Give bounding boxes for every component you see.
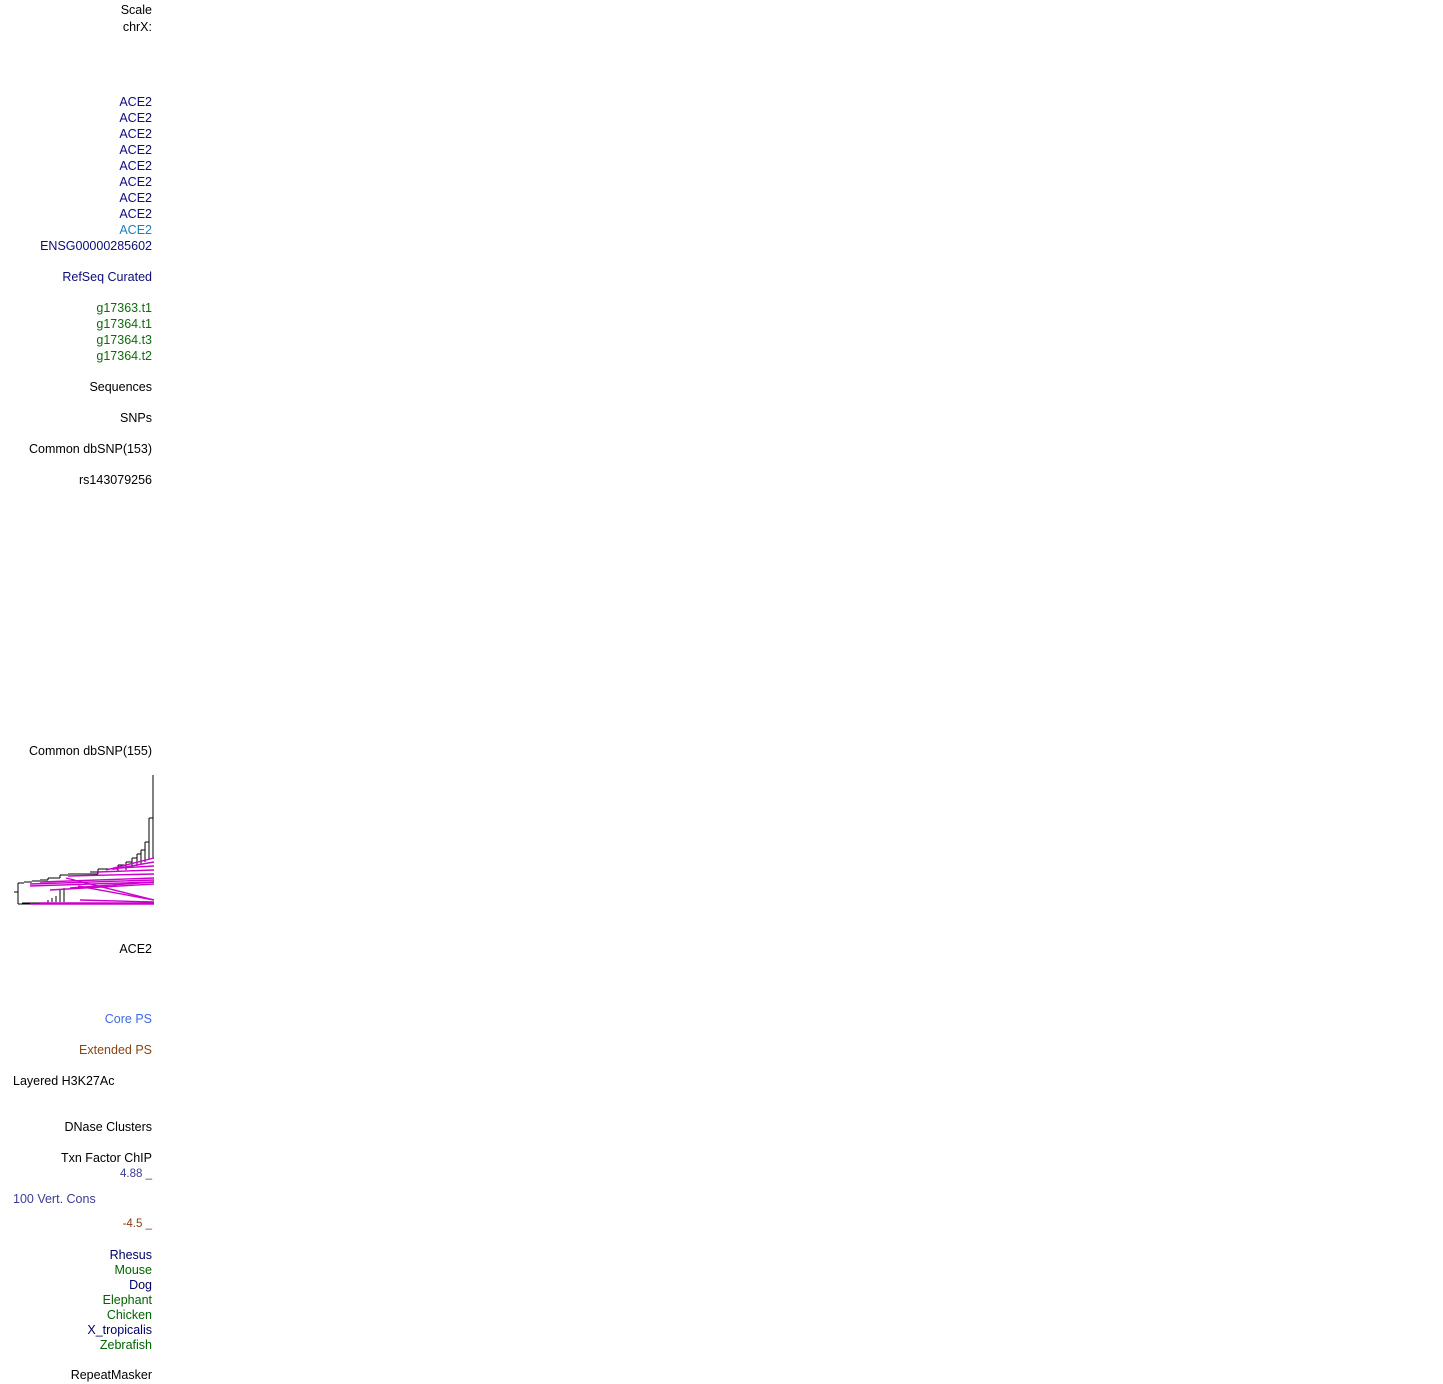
gene-label-ace2[interactable]: ACE2 bbox=[119, 111, 152, 125]
gene-label-ace2-light[interactable]: ACE2 bbox=[119, 223, 152, 237]
chrom-label: chrX: bbox=[122, 20, 152, 34]
track-label-refseq-curated[interactable]: RefSeq Curated bbox=[62, 270, 152, 284]
track-label-dnase-clusters[interactable]: DNase Clusters bbox=[64, 1120, 152, 1134]
cons-min-value: -4.5 _ bbox=[122, 1218, 152, 1230]
track-label-core-ps[interactable]: Core PS bbox=[104, 1012, 152, 1026]
species-label-x-tropicalis[interactable]: X_tropicalis bbox=[87, 1323, 152, 1337]
track-label-extended-ps[interactable]: Extended PS bbox=[79, 1043, 152, 1057]
species-label-elephant[interactable]: Elephant bbox=[102, 1293, 152, 1307]
species-label-rhesus[interactable]: Rhesus bbox=[109, 1248, 152, 1262]
species-label-chicken[interactable]: Chicken bbox=[106, 1308, 152, 1322]
gene-label-ensg[interactable]: ENSG00000285602 bbox=[40, 239, 152, 253]
track-label-layered-h3k27ac[interactable]: Layered H3K27Ac bbox=[13, 1074, 115, 1088]
gene-label-ace2[interactable]: ACE2 bbox=[119, 207, 152, 221]
gene-label-ace2-plain[interactable]: ACE2 bbox=[119, 942, 152, 956]
augustus-label[interactable]: g17364.t1 bbox=[96, 317, 152, 331]
gene-label-ace2[interactable]: ACE2 bbox=[119, 175, 152, 189]
gene-label-ace2[interactable]: ACE2 bbox=[119, 127, 152, 141]
gene-label-ace2[interactable]: ACE2 bbox=[119, 95, 152, 109]
cons-max-value: 4.88 _ bbox=[120, 1168, 152, 1180]
augustus-label[interactable]: g17363.t1 bbox=[96, 301, 152, 315]
scale-label: Scale bbox=[120, 3, 152, 17]
snp-label-rs143079256[interactable]: rs143079256 bbox=[79, 473, 152, 487]
augustus-label[interactable]: g17364.t3 bbox=[96, 333, 152, 347]
track-label-100-vert-cons[interactable]: 100 Vert. Cons bbox=[13, 1192, 96, 1206]
species-label-dog[interactable]: Dog bbox=[129, 1278, 152, 1292]
track-label-repeatmasker[interactable]: RepeatMasker bbox=[70, 1368, 152, 1382]
species-label-zebrafish[interactable]: Zebrafish bbox=[99, 1338, 152, 1352]
track-label-txn-factor-chip[interactable]: Txn Factor ChIP bbox=[61, 1151, 152, 1165]
gene-label-ace2[interactable]: ACE2 bbox=[119, 191, 152, 205]
track-label-dbsnp153[interactable]: Common dbSNP(153) bbox=[29, 442, 152, 456]
track-label-sequences[interactable]: Sequences bbox=[89, 380, 152, 394]
tree-diagram bbox=[14, 775, 155, 905]
track-label-dbsnp155[interactable]: Common dbSNP(155) bbox=[29, 744, 152, 758]
gene-label-ace2[interactable]: ACE2 bbox=[119, 143, 152, 157]
track-label-snps[interactable]: SNPs bbox=[120, 411, 152, 425]
gene-label-ace2[interactable]: ACE2 bbox=[119, 159, 152, 173]
augustus-label[interactable]: g17364.t2 bbox=[96, 349, 152, 363]
species-label-mouse[interactable]: Mouse bbox=[114, 1263, 152, 1277]
